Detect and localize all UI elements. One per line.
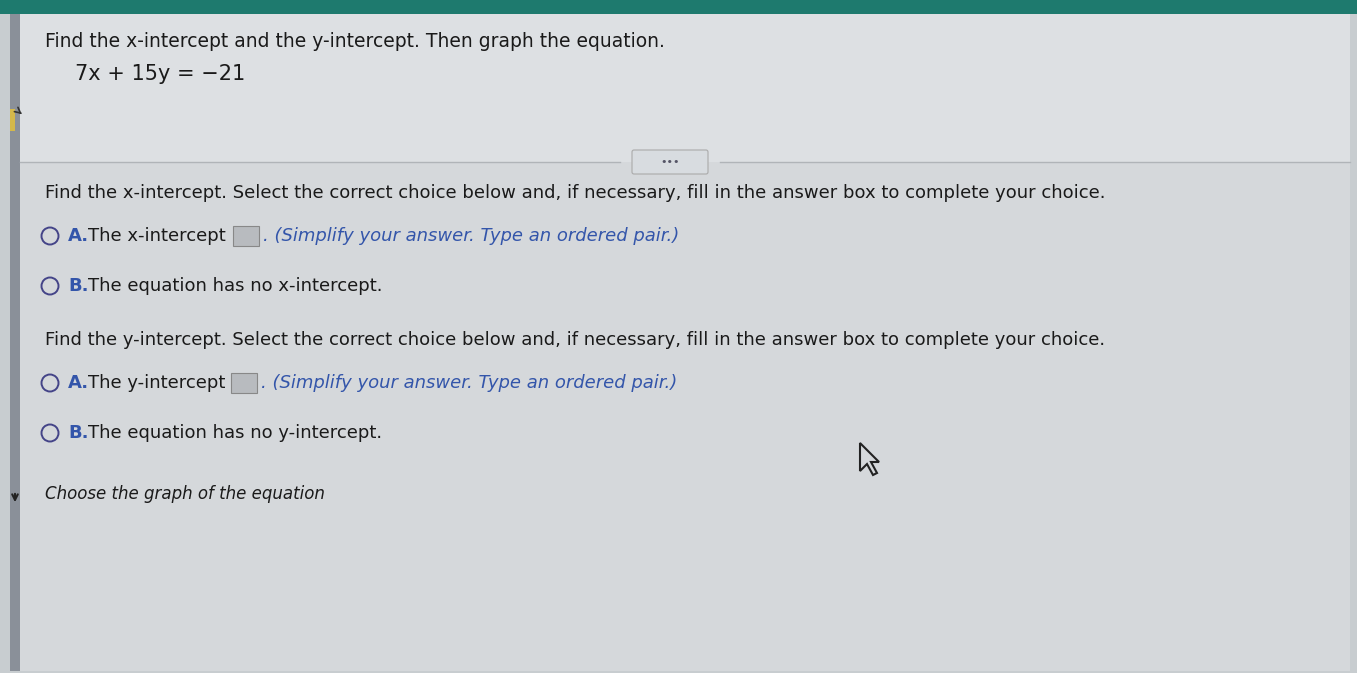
Text: Find the x-intercept and the y-intercept. Then graph the equation.: Find the x-intercept and the y-intercept… [45, 32, 665, 51]
Text: •••: ••• [661, 157, 680, 167]
Text: The x-intercept is: The x-intercept is [88, 227, 246, 245]
Text: Find the x-intercept. Select the correct choice below and, if necessary, fill in: Find the x-intercept. Select the correct… [45, 184, 1106, 202]
Text: Find the y-intercept. Select the correct choice below and, if necessary, fill in: Find the y-intercept. Select the correct… [45, 331, 1105, 349]
Text: The y-intercept is: The y-intercept is [88, 374, 246, 392]
Text: B.: B. [68, 277, 88, 295]
FancyBboxPatch shape [9, 109, 15, 131]
Text: A.: A. [68, 374, 90, 392]
FancyBboxPatch shape [9, 14, 1350, 671]
FancyBboxPatch shape [9, 14, 20, 671]
Text: . (Simplify your answer. Type an ordered pair.): . (Simplify your answer. Type an ordered… [261, 374, 677, 392]
FancyBboxPatch shape [0, 0, 1357, 14]
FancyBboxPatch shape [20, 14, 1350, 162]
Text: Choose the graph of the equation: Choose the graph of the equation [45, 485, 324, 503]
FancyBboxPatch shape [231, 373, 256, 393]
FancyBboxPatch shape [20, 162, 1350, 671]
Text: . (Simplify your answer. Type an ordered pair.): . (Simplify your answer. Type an ordered… [263, 227, 680, 245]
FancyBboxPatch shape [233, 226, 259, 246]
FancyBboxPatch shape [632, 150, 708, 174]
Text: The equation has no y-intercept.: The equation has no y-intercept. [88, 424, 383, 442]
Text: B.: B. [68, 424, 88, 442]
Text: 7x + 15y = −21: 7x + 15y = −21 [75, 64, 246, 84]
Text: The equation has no x-intercept.: The equation has no x-intercept. [88, 277, 383, 295]
Text: A.: A. [68, 227, 90, 245]
